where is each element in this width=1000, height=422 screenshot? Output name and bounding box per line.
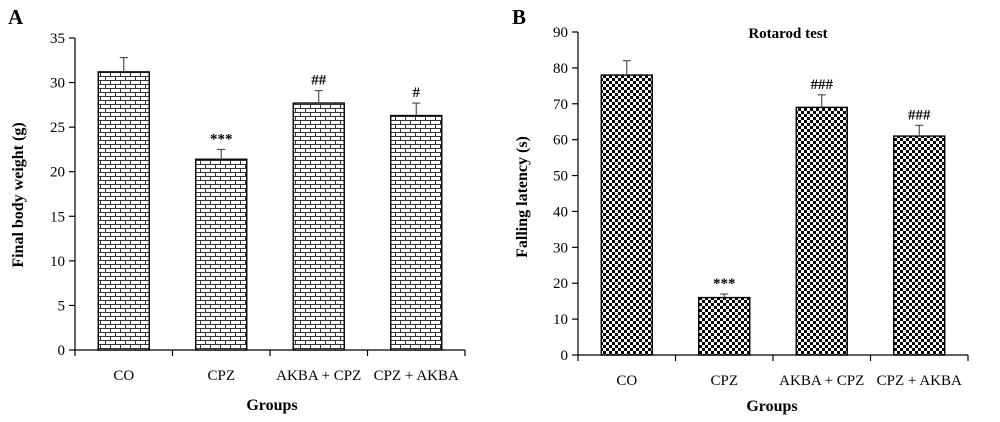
y-tick-label: 5: [58, 298, 66, 314]
x-category-label: CPZ: [207, 368, 235, 384]
x-category-label: AKBA + CPZ: [276, 368, 361, 384]
y-tick-label: 15: [50, 209, 65, 225]
x-category-label: CPZ + AKBA: [374, 368, 459, 384]
y-tick-label: 30: [50, 76, 65, 92]
significance-label: ###: [908, 107, 931, 123]
bar: [893, 135, 946, 356]
panel-letter-a: A: [8, 5, 24, 29]
chart-panel-a: A Final body weight (g) Groups 0 5 10 15 20 2…: [8, 5, 466, 414]
y-tick-label: 20: [553, 276, 568, 292]
y-tick-label: 70: [553, 97, 568, 113]
significance-label: ***: [210, 131, 233, 147]
significance-label: ##: [311, 73, 327, 89]
chart-panel-b: B Rotarod test Falling latency (s) Group…: [512, 5, 969, 415]
y-tick-label: 10: [50, 254, 65, 270]
y-tick-label: 35: [50, 31, 65, 47]
y-tick-label: 10: [553, 312, 568, 328]
y-tick-label: 40: [553, 204, 568, 220]
bar: [698, 296, 751, 356]
y-tick-label: 25: [50, 120, 65, 136]
plot-area-b: 0 10 20 30 40 50 60 70 80 90 CO *** CPZ ### AKBA + CPZ…: [553, 25, 969, 389]
y-axis-title-a: Final body weight (g): [10, 122, 27, 267]
y-tick-label: 20: [50, 165, 65, 181]
y-tick-label: 80: [553, 61, 568, 77]
x-category-label: CO: [113, 368, 134, 384]
y-tick-label: 30: [553, 240, 568, 256]
x-category-label: CPZ + AKBA: [877, 373, 962, 389]
x-axis-title-a: Groups: [246, 397, 297, 414]
bar: [600, 74, 653, 356]
plot-area-a: 0 5 10 15 20 25 30 35 CO *** CPZ ## AKBA + CPZ # CPZ +…: [50, 31, 466, 384]
y-axis-title-b: Falling latency (s): [514, 136, 531, 258]
bar: [390, 114, 443, 351]
y-tick-label: 0: [561, 348, 569, 364]
panel-letter-b: B: [512, 5, 526, 29]
significance-label: ***: [713, 276, 736, 292]
bar: [97, 71, 150, 351]
x-axis-title-b: Groups: [746, 398, 797, 415]
bar: [795, 106, 848, 356]
x-category-label: AKBA + CPZ: [779, 373, 864, 389]
y-tick-label: 90: [553, 25, 568, 41]
chart-title-b: Rotarod test: [748, 26, 827, 42]
significance-label: ###: [811, 77, 834, 93]
bar: [292, 102, 345, 351]
x-category-label: CPZ: [710, 373, 738, 389]
significance-label: #: [413, 85, 421, 101]
y-tick-label: 50: [553, 169, 568, 185]
bar: [195, 158, 248, 351]
x-category-label: CO: [616, 373, 637, 389]
y-tick-label: 0: [58, 343, 66, 359]
y-tick-label: 60: [553, 133, 568, 149]
